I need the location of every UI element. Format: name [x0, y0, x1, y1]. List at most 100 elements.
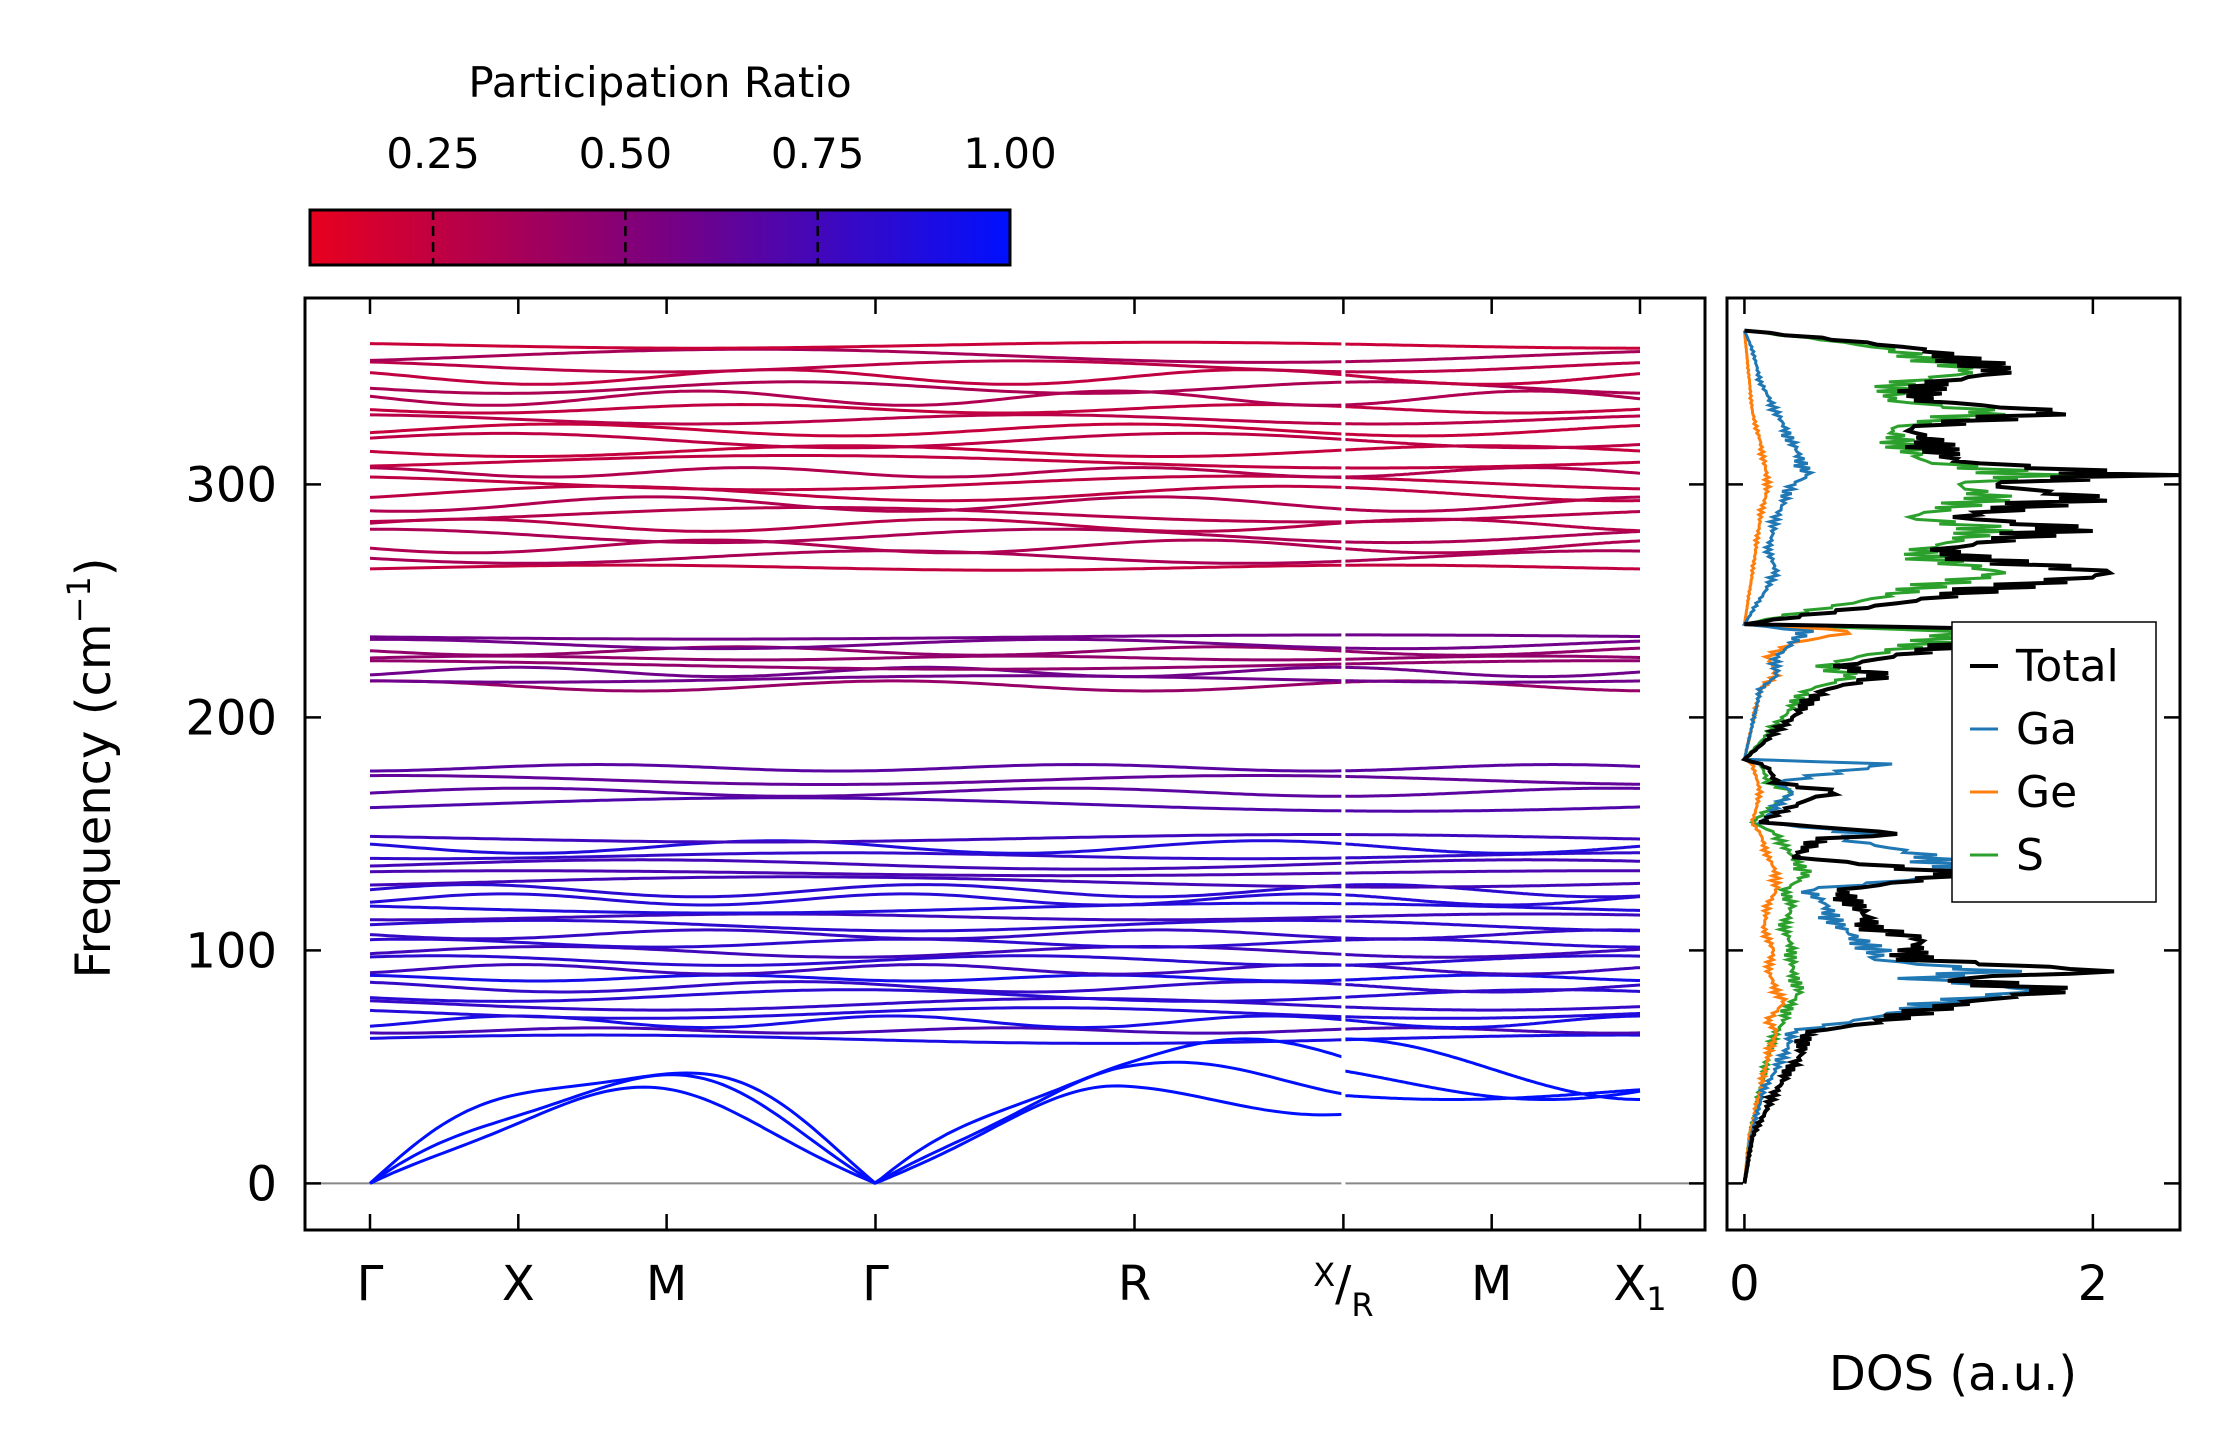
phonon-band	[370, 851, 1344, 861]
phonon-band	[369, 347, 1344, 364]
acoustic-branch	[369, 1084, 1344, 1185]
phonon-band	[369, 466, 1344, 479]
phonon-band	[1343, 869, 1640, 875]
legend-label-total: Total	[2015, 641, 2119, 692]
phonon-band	[1343, 973, 1641, 983]
kpath-label: M	[646, 1256, 687, 1312]
phonon-band	[1343, 1014, 1640, 1030]
kpath-label-main: Γ	[357, 1256, 384, 1312]
phonon-band	[370, 659, 1344, 671]
dos-frame	[1725, 296, 2182, 1232]
phonon-band	[1343, 424, 1641, 438]
colorbar: Participation Ratio 0.25 0.50 0.75 1.00	[308, 58, 1057, 267]
phonon-band	[1343, 639, 1641, 651]
phonon-band	[370, 413, 1344, 426]
phonon-band	[369, 431, 1344, 450]
dos-panel: 0 2 DOS (a.u.) Total Ga Ge S	[1725, 296, 2182, 1402]
phonon-band	[370, 633, 1344, 641]
phonon-band	[1343, 466, 1641, 479]
phonon-band	[369, 892, 1344, 907]
kpath-label-main: X	[1613, 1256, 1646, 1312]
phonon-band	[369, 988, 1344, 1003]
colorbar-tick-label: 0.50	[579, 129, 673, 178]
legend-label-ga: Ga	[2016, 704, 2077, 755]
phonon-band	[369, 980, 1344, 994]
y-tick-label: 0	[246, 1156, 277, 1212]
phonon-band	[369, 674, 1344, 684]
phonon-band	[1343, 405, 1641, 415]
phonon-band	[369, 368, 1344, 386]
phonon-band	[1343, 372, 1641, 386]
phonon-band	[369, 563, 1344, 572]
phonon-band	[370, 527, 1344, 545]
phonon-band	[1343, 833, 1640, 841]
kpath-label-main: M	[646, 1256, 687, 1312]
ylabel-sup: −1	[60, 576, 98, 623]
phonon-band	[369, 654, 1344, 662]
phonon-band	[1343, 954, 1640, 967]
phonon-band	[369, 549, 1344, 565]
y-tick-label: 100	[185, 923, 277, 979]
phonon-band	[1343, 654, 1640, 661]
phonon-band	[1343, 476, 1641, 491]
phonon-band	[1343, 851, 1640, 860]
phonon-band	[1343, 883, 1641, 899]
dos-line-ge	[1742, 330, 1853, 1184]
phonon-band	[1343, 947, 1641, 959]
kpath-label-x-r: X/R	[1313, 1256, 1373, 1324]
legend: Total Ga Ge S	[1951, 621, 2157, 903]
phonon-band	[1343, 529, 1641, 545]
phonon-band	[369, 506, 1344, 524]
phonon-band	[369, 963, 1344, 976]
kpath-label-top: X	[1313, 1256, 1335, 1294]
phonon-band	[1343, 665, 1641, 679]
phonon-band	[369, 495, 1344, 513]
phonon-band	[369, 858, 1344, 871]
acoustic-branch	[368, 1037, 1344, 1185]
phonon-band	[369, 928, 1344, 941]
phonon-band	[1343, 902, 1641, 912]
phonon-band	[1343, 633, 1640, 638]
kpath-label-main: X	[502, 1256, 535, 1312]
dos-xlabel: DOS (a.u.)	[1829, 1346, 2077, 1402]
dos-line-total	[1740, 328, 2180, 1184]
kpath-label-main: M	[1471, 1256, 1512, 1312]
phonon-band	[1343, 646, 1641, 657]
phonon-band	[1343, 350, 1641, 364]
phonon-band	[369, 1006, 1344, 1020]
phonon-band	[369, 973, 1344, 983]
phonon-band	[1343, 485, 1640, 503]
phonon-band	[1343, 919, 1640, 933]
phonon-band	[369, 839, 1344, 855]
phonon-band	[370, 912, 1344, 922]
colorbar-gradient	[308, 208, 1012, 267]
phonon-band	[369, 402, 1344, 415]
phonon-band	[369, 786, 1344, 798]
phonon-band	[369, 945, 1344, 959]
phonon-band	[1343, 460, 1641, 470]
phonon-band	[1343, 858, 1641, 865]
colorbar-title: Participation Ratio	[468, 58, 851, 107]
phonon-band	[369, 937, 1344, 949]
phonon-band	[1343, 881, 1640, 889]
phonon-band	[370, 679, 1344, 693]
phonon-band	[1343, 786, 1640, 798]
dos-x-tick-label: 0	[1729, 1256, 1760, 1312]
phonon-band	[1343, 679, 1641, 684]
phonon-band	[369, 1026, 1344, 1035]
colorbar-tick-label: 0.25	[386, 129, 480, 178]
phonon-band	[1343, 414, 1640, 426]
svg-text:Frequency (cm−1): Frequency (cm−1)	[60, 557, 122, 978]
legend-label-ge: Ge	[2016, 767, 2077, 818]
kpath-label: X	[502, 1256, 535, 1312]
phonon-band	[369, 380, 1344, 395]
phonon-band	[369, 918, 1344, 933]
phonon-band	[1343, 342, 1640, 350]
phonon-band	[369, 454, 1344, 470]
phonon-band	[369, 444, 1344, 458]
phonon-band	[369, 883, 1344, 899]
kpath-label-main: Γ	[862, 1256, 889, 1312]
phonon-band	[370, 762, 1344, 773]
phonon-band	[369, 901, 1344, 915]
kpath-label: Γ	[357, 1256, 384, 1312]
